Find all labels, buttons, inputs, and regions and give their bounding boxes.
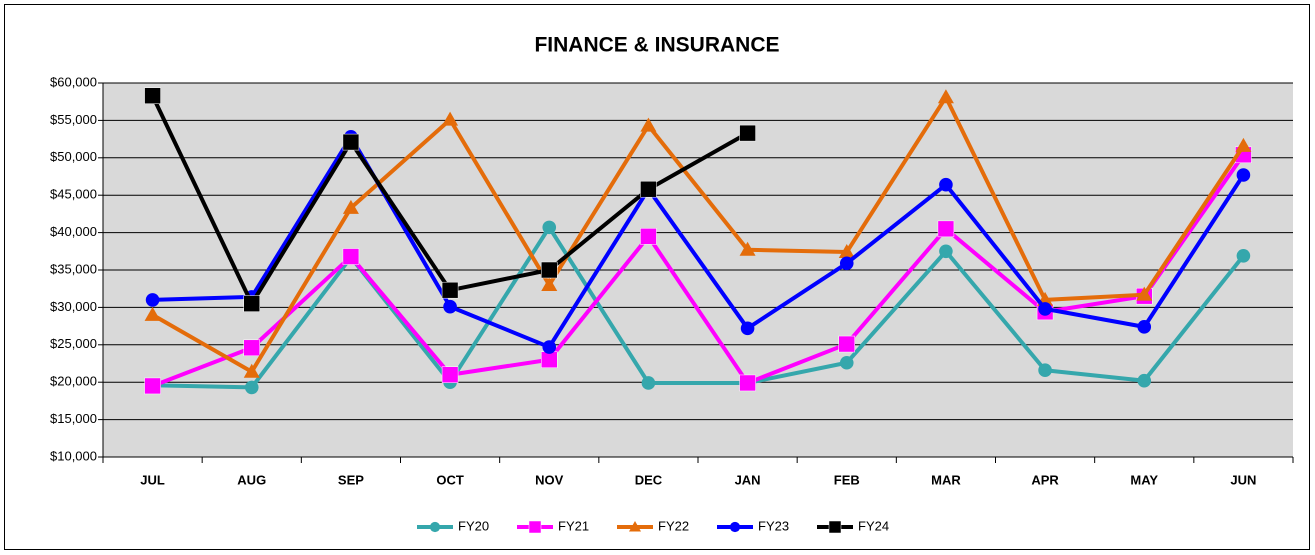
legend-label: FY22 (658, 518, 689, 533)
legend-label: FY24 (858, 518, 889, 533)
data-point (939, 177, 953, 192)
y-tick-label: $50,000 (50, 149, 97, 164)
x-tick-label: FEB (834, 472, 860, 487)
data-point (542, 220, 557, 235)
data-point (1038, 302, 1052, 316)
data-point (1136, 286, 1153, 301)
y-tick-label: $55,000 (50, 112, 97, 127)
x-tick-label: AUG (237, 472, 266, 487)
data-point (441, 281, 459, 299)
y-tick-label: $60,000 (50, 74, 97, 89)
data-point (1038, 363, 1052, 378)
data-point (342, 248, 360, 265)
data-point (1236, 168, 1251, 182)
legend-marker (729, 521, 741, 533)
data-point (838, 335, 855, 353)
data-point (839, 256, 854, 271)
data-point (541, 261, 558, 279)
series-line (152, 225, 1245, 390)
x-tick-label: OCT (436, 472, 464, 487)
x-tick-label: JAN (735, 472, 761, 487)
x-tick-label: JUN (1230, 472, 1256, 487)
series-line (151, 153, 1246, 388)
data-point (144, 377, 161, 395)
series-fy22 (144, 89, 1252, 378)
data-point (244, 380, 259, 395)
series-fy24 (144, 87, 756, 312)
x-tick-label: SEP (338, 472, 364, 487)
data-point (740, 321, 755, 336)
y-tick-label: $10,000 (50, 448, 97, 463)
data-point (1236, 248, 1251, 263)
legend-marker (528, 520, 542, 534)
x-tick-label: MAY (1130, 472, 1158, 487)
x-tick-label: NOV (535, 472, 564, 487)
y-tick-label: $20,000 (50, 374, 97, 389)
y-tick-label: $45,000 (50, 187, 97, 202)
data-point (243, 363, 260, 378)
legend-label: FY23 (758, 518, 789, 533)
data-point (443, 299, 457, 314)
data-point (342, 199, 359, 214)
x-tick-label: DEC (635, 472, 663, 487)
x-tick-label: JUL (140, 472, 165, 487)
legend-label: FY20 (458, 518, 489, 533)
chart-title: FINANCE & INSURANCE (534, 34, 779, 57)
data-point (1137, 373, 1152, 388)
data-point (640, 117, 657, 132)
series-line (152, 134, 1246, 350)
legend-marker (828, 520, 842, 534)
data-point (243, 295, 260, 312)
x-tick-label: MAR (931, 472, 961, 487)
data-point (542, 340, 557, 354)
data-point (342, 133, 360, 151)
data-point (640, 228, 657, 245)
data-point (145, 293, 160, 307)
y-tick-label: $40,000 (50, 224, 97, 239)
data-point (937, 220, 955, 238)
data-point (838, 244, 855, 259)
data-point (641, 376, 656, 390)
y-tick-label: $25,000 (50, 336, 97, 351)
data-point (739, 124, 756, 142)
y-tick-label: $15,000 (50, 411, 97, 426)
data-point (1235, 137, 1252, 152)
data-point (839, 355, 854, 370)
series-line (151, 95, 1246, 374)
series-fy21 (144, 146, 1252, 395)
data-point (739, 241, 756, 256)
data-point (1137, 320, 1152, 334)
legend-label: FY21 (558, 518, 589, 533)
data-point (640, 180, 657, 198)
data-point (442, 111, 459, 126)
data-point (939, 244, 953, 259)
data-point (541, 351, 558, 369)
legend-marker (629, 521, 641, 532)
data-point (541, 276, 558, 291)
y-tick-label: $30,000 (50, 299, 97, 314)
data-point (739, 374, 756, 392)
data-point (144, 306, 161, 321)
data-point (144, 87, 161, 104)
y-tick-label: $35,000 (50, 261, 97, 276)
x-tick-label: APR (1031, 472, 1059, 487)
data-point (243, 339, 260, 357)
legend-marker (429, 521, 441, 533)
data-point (441, 366, 459, 383)
data-point (937, 89, 954, 104)
